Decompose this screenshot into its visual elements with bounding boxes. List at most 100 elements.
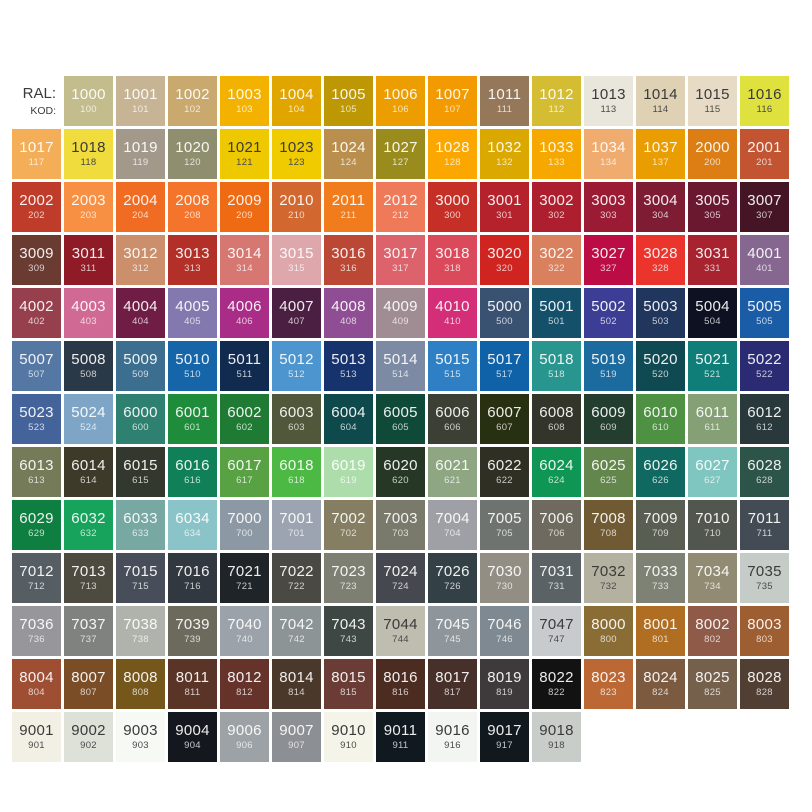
swatch-ral-5005[interactable]: 5005 505 (740, 288, 789, 338)
swatch-ral-8023[interactable]: 8023 823 (584, 659, 633, 709)
swatch-ral-7047[interactable]: 7047 747 (532, 606, 581, 656)
swatch-ral-7021[interactable]: 7021 721 (220, 553, 269, 603)
swatch-ral-3012[interactable]: 3012 312 (116, 235, 165, 285)
swatch-ral-2012[interactable]: 2012 212 (376, 182, 425, 232)
swatch-ral-7038[interactable]: 7038 738 (116, 606, 165, 656)
swatch-ral-8025[interactable]: 8025 825 (688, 659, 737, 709)
swatch-ral-3031[interactable]: 3031 331 (688, 235, 737, 285)
swatch-ral-6026[interactable]: 6026 626 (636, 447, 685, 497)
swatch-ral-3022[interactable]: 3022 322 (532, 235, 581, 285)
swatch-ral-1019[interactable]: 1019 119 (116, 129, 165, 179)
swatch-ral-7000[interactable]: 7000 700 (220, 500, 269, 550)
swatch-ral-1002[interactable]: 1002 102 (168, 76, 217, 126)
swatch-ral-5024[interactable]: 5024 524 (64, 394, 113, 444)
swatch-ral-7009[interactable]: 7009 709 (636, 500, 685, 550)
swatch-ral-6004[interactable]: 6004 604 (324, 394, 373, 444)
swatch-ral-7011[interactable]: 7011 711 (740, 500, 789, 550)
swatch-ral-7016[interactable]: 7016 716 (168, 553, 217, 603)
swatch-ral-9003[interactable]: 9003 903 (116, 712, 165, 762)
swatch-ral-1037[interactable]: 1037 137 (636, 129, 685, 179)
swatch-ral-4009[interactable]: 4009 409 (376, 288, 425, 338)
swatch-ral-5008[interactable]: 5008 508 (64, 341, 113, 391)
swatch-ral-9002[interactable]: 9002 902 (64, 712, 113, 762)
swatch-ral-3009[interactable]: 3009 309 (12, 235, 61, 285)
swatch-ral-6015[interactable]: 6015 615 (116, 447, 165, 497)
swatch-ral-6028[interactable]: 6028 628 (740, 447, 789, 497)
swatch-ral-5013[interactable]: 5013 513 (324, 341, 373, 391)
swatch-ral-6018[interactable]: 6018 618 (272, 447, 321, 497)
swatch-ral-1017[interactable]: 1017 117 (12, 129, 61, 179)
swatch-ral-7012[interactable]: 7012 712 (12, 553, 61, 603)
swatch-ral-4003[interactable]: 4003 403 (64, 288, 113, 338)
swatch-ral-5002[interactable]: 5002 502 (584, 288, 633, 338)
swatch-ral-4006[interactable]: 4006 406 (220, 288, 269, 338)
swatch-ral-3013[interactable]: 3013 313 (168, 235, 217, 285)
swatch-ral-5014[interactable]: 5014 514 (376, 341, 425, 391)
swatch-ral-8012[interactable]: 8012 812 (220, 659, 269, 709)
swatch-ral-4007[interactable]: 4007 407 (272, 288, 321, 338)
swatch-ral-7031[interactable]: 7031 731 (532, 553, 581, 603)
swatch-ral-8022[interactable]: 8022 822 (532, 659, 581, 709)
swatch-ral-6008[interactable]: 6008 608 (532, 394, 581, 444)
swatch-ral-1028[interactable]: 1028 128 (428, 129, 477, 179)
swatch-ral-7035[interactable]: 7035 735 (740, 553, 789, 603)
swatch-ral-7039[interactable]: 7039 739 (168, 606, 217, 656)
swatch-ral-6033[interactable]: 6033 633 (116, 500, 165, 550)
swatch-ral-1013[interactable]: 1013 113 (584, 76, 633, 126)
swatch-ral-7032[interactable]: 7032 732 (584, 553, 633, 603)
swatch-ral-1000[interactable]: 1000 100 (64, 76, 113, 126)
swatch-ral-3000[interactable]: 3000 300 (428, 182, 477, 232)
swatch-ral-6006[interactable]: 6006 606 (428, 394, 477, 444)
swatch-ral-2010[interactable]: 2010 210 (272, 182, 321, 232)
swatch-ral-3003[interactable]: 3003 303 (584, 182, 633, 232)
swatch-ral-1023[interactable]: 1023 123 (272, 129, 321, 179)
swatch-ral-7044[interactable]: 7044 744 (376, 606, 425, 656)
swatch-ral-6019[interactable]: 6019 619 (324, 447, 373, 497)
swatch-ral-7015[interactable]: 7015 715 (116, 553, 165, 603)
swatch-ral-6012[interactable]: 6012 612 (740, 394, 789, 444)
swatch-ral-1016[interactable]: 1016 116 (740, 76, 789, 126)
swatch-ral-5011[interactable]: 5011 511 (220, 341, 269, 391)
swatch-ral-3028[interactable]: 3028 328 (636, 235, 685, 285)
swatch-ral-5019[interactable]: 5019 519 (584, 341, 633, 391)
swatch-ral-4001[interactable]: 4001 401 (740, 235, 789, 285)
swatch-ral-3016[interactable]: 3016 316 (324, 235, 373, 285)
swatch-ral-6020[interactable]: 6020 620 (376, 447, 425, 497)
swatch-ral-8001[interactable]: 8001 801 (636, 606, 685, 656)
swatch-ral-6025[interactable]: 6025 625 (584, 447, 633, 497)
swatch-ral-8007[interactable]: 8007 807 (64, 659, 113, 709)
swatch-ral-7046[interactable]: 7046 746 (480, 606, 529, 656)
swatch-ral-7008[interactable]: 7008 708 (584, 500, 633, 550)
swatch-ral-3005[interactable]: 3005 305 (688, 182, 737, 232)
swatch-ral-7023[interactable]: 7023 723 (324, 553, 373, 603)
swatch-ral-8019[interactable]: 8019 819 (480, 659, 529, 709)
swatch-ral-6010[interactable]: 6010 610 (636, 394, 685, 444)
swatch-ral-5001[interactable]: 5001 501 (532, 288, 581, 338)
swatch-ral-3018[interactable]: 3018 318 (428, 235, 477, 285)
swatch-ral-3017[interactable]: 3017 317 (376, 235, 425, 285)
swatch-ral-8008[interactable]: 8008 808 (116, 659, 165, 709)
swatch-ral-7002[interactable]: 7002 702 (324, 500, 373, 550)
swatch-ral-6014[interactable]: 6014 614 (64, 447, 113, 497)
swatch-ral-8024[interactable]: 8024 824 (636, 659, 685, 709)
swatch-ral-6007[interactable]: 6007 607 (480, 394, 529, 444)
swatch-ral-1018[interactable]: 1018 118 (64, 129, 113, 179)
swatch-ral-9004[interactable]: 9004 904 (168, 712, 217, 762)
swatch-ral-6032[interactable]: 6032 632 (64, 500, 113, 550)
swatch-ral-7006[interactable]: 7006 706 (532, 500, 581, 550)
swatch-ral-7003[interactable]: 7003 703 (376, 500, 425, 550)
swatch-ral-1011[interactable]: 1011 111 (480, 76, 529, 126)
swatch-ral-1020[interactable]: 1020 120 (168, 129, 217, 179)
swatch-ral-3007[interactable]: 3007 307 (740, 182, 789, 232)
swatch-ral-6022[interactable]: 6022 622 (480, 447, 529, 497)
swatch-ral-1014[interactable]: 1014 114 (636, 76, 685, 126)
swatch-ral-1006[interactable]: 1006 106 (376, 76, 425, 126)
swatch-ral-6029[interactable]: 6029 629 (12, 500, 61, 550)
swatch-ral-1021[interactable]: 1021 121 (220, 129, 269, 179)
swatch-ral-6027[interactable]: 6027 627 (688, 447, 737, 497)
swatch-ral-8028[interactable]: 8028 828 (740, 659, 789, 709)
swatch-ral-5022[interactable]: 5022 522 (740, 341, 789, 391)
swatch-ral-2004[interactable]: 2004 204 (116, 182, 165, 232)
swatch-ral-3027[interactable]: 3027 327 (584, 235, 633, 285)
swatch-ral-7034[interactable]: 7034 734 (688, 553, 737, 603)
